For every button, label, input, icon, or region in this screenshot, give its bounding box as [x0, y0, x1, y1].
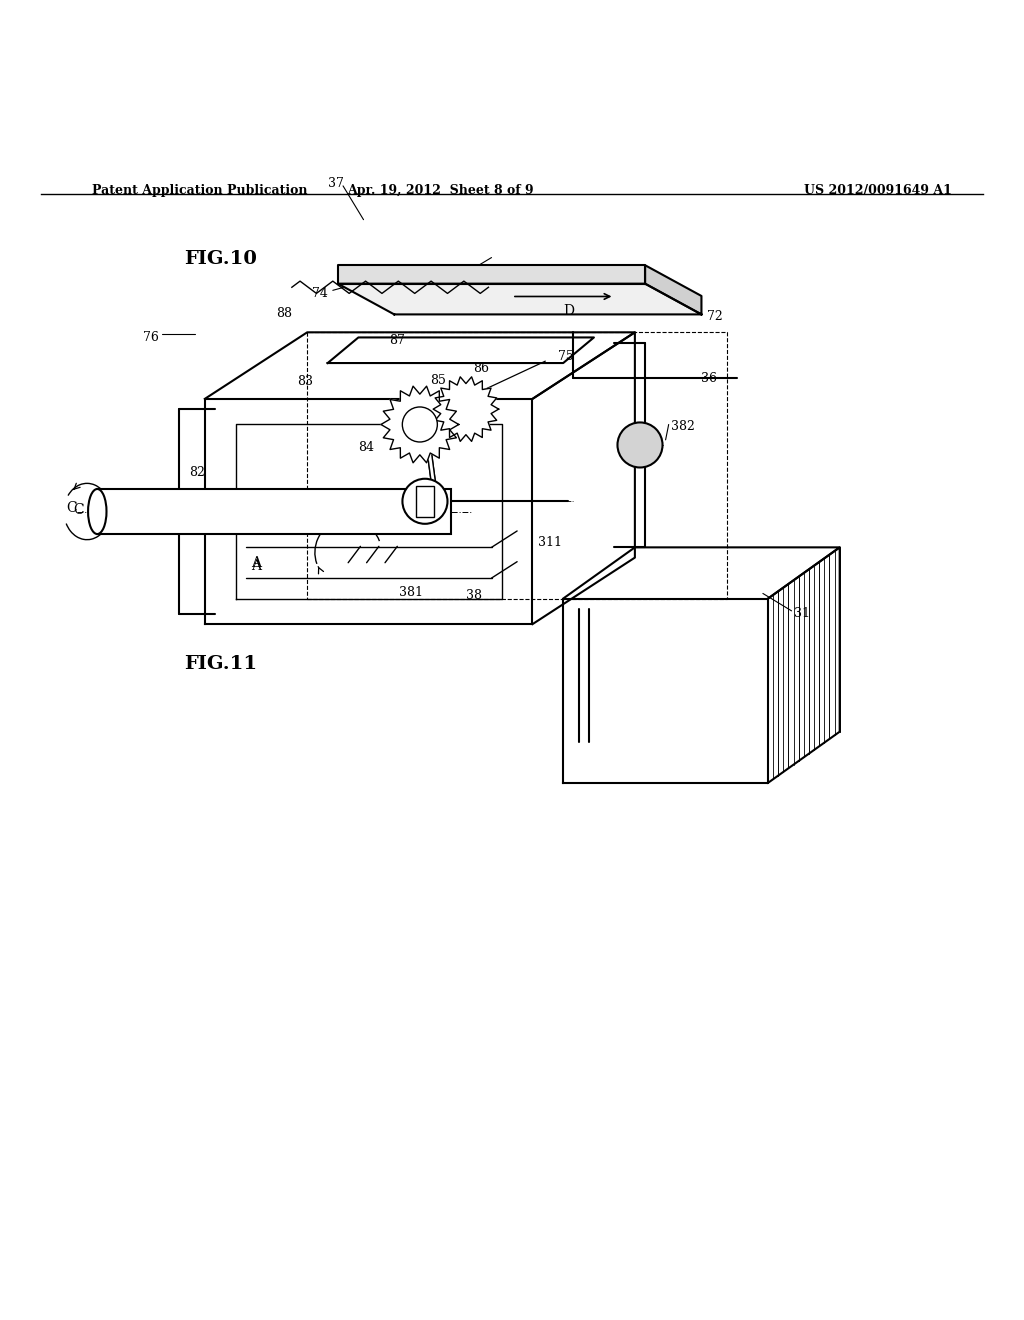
Text: C: C	[67, 502, 77, 515]
Circle shape	[402, 479, 447, 524]
Text: 86: 86	[473, 362, 489, 375]
Text: B: B	[402, 432, 412, 445]
Text: 382: 382	[671, 420, 694, 433]
Text: 84: 84	[358, 441, 375, 454]
Polygon shape	[645, 265, 701, 314]
Text: 85: 85	[430, 374, 446, 387]
Text: 72: 72	[707, 310, 722, 323]
Bar	[416, 486, 434, 516]
Text: C: C	[74, 503, 84, 517]
Text: 71: 71	[456, 269, 472, 282]
Text: FIG.10: FIG.10	[184, 251, 257, 268]
Text: 38: 38	[466, 589, 482, 602]
Polygon shape	[338, 284, 701, 314]
Polygon shape	[381, 387, 459, 463]
Text: A: A	[251, 558, 261, 573]
Text: 311: 311	[538, 536, 561, 549]
Text: 88: 88	[276, 308, 293, 321]
Polygon shape	[328, 338, 594, 363]
Text: A: A	[251, 556, 261, 570]
Text: 381: 381	[399, 586, 423, 599]
Text: Apr. 19, 2012  Sheet 8 of 9: Apr. 19, 2012 Sheet 8 of 9	[347, 183, 534, 197]
Polygon shape	[433, 376, 499, 441]
Ellipse shape	[88, 488, 106, 535]
Text: 36: 36	[701, 372, 718, 385]
Text: 83: 83	[297, 375, 313, 388]
Circle shape	[617, 422, 663, 467]
Text: 75: 75	[558, 350, 573, 363]
Text: 87: 87	[389, 334, 406, 347]
Text: FIG.11: FIG.11	[184, 655, 257, 673]
Text: 82: 82	[189, 466, 206, 479]
Text: D: D	[563, 304, 573, 318]
Text: Patent Application Publication: Patent Application Publication	[92, 183, 307, 197]
Bar	[97, 488, 451, 535]
Text: US 2012/0091649 A1: US 2012/0091649 A1	[805, 183, 952, 197]
Circle shape	[402, 407, 437, 442]
Text: 37: 37	[328, 177, 344, 190]
Polygon shape	[338, 265, 645, 284]
Text: 31: 31	[794, 607, 810, 620]
Text: Z: Z	[412, 396, 420, 408]
Text: 76: 76	[142, 331, 159, 345]
Text: 81: 81	[338, 506, 354, 517]
Text: 74: 74	[312, 286, 329, 300]
